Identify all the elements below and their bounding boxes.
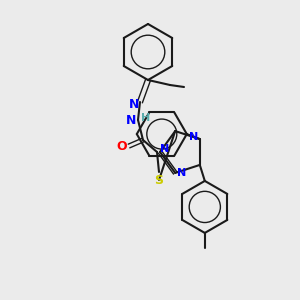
Text: N: N <box>129 98 139 112</box>
Text: N: N <box>189 132 198 142</box>
Text: S: S <box>154 173 164 187</box>
Text: N: N <box>160 144 169 154</box>
Text: N: N <box>177 168 186 178</box>
Text: O: O <box>117 140 127 152</box>
Text: N: N <box>126 113 136 127</box>
Text: H: H <box>141 113 150 123</box>
